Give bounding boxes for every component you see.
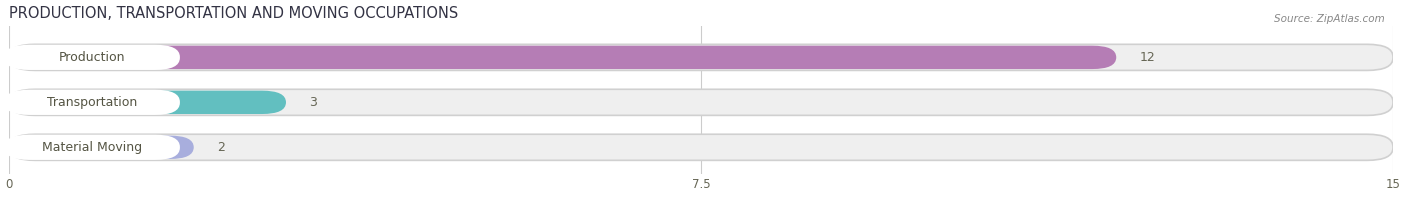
Text: 2: 2: [217, 141, 225, 154]
Text: PRODUCTION, TRANSPORTATION AND MOVING OCCUPATIONS: PRODUCTION, TRANSPORTATION AND MOVING OC…: [10, 6, 458, 20]
Text: Transportation: Transportation: [48, 96, 138, 109]
Text: Material Moving: Material Moving: [42, 141, 142, 154]
FancyBboxPatch shape: [4, 90, 180, 115]
FancyBboxPatch shape: [10, 89, 1393, 115]
FancyBboxPatch shape: [10, 134, 1393, 160]
FancyBboxPatch shape: [10, 44, 1393, 70]
FancyBboxPatch shape: [4, 135, 180, 160]
FancyBboxPatch shape: [4, 45, 180, 70]
FancyBboxPatch shape: [10, 46, 1116, 69]
Text: Production: Production: [59, 51, 125, 64]
Text: Source: ZipAtlas.com: Source: ZipAtlas.com: [1274, 14, 1385, 24]
Text: 12: 12: [1139, 51, 1156, 64]
FancyBboxPatch shape: [10, 91, 285, 114]
Text: 3: 3: [309, 96, 316, 109]
FancyBboxPatch shape: [10, 136, 194, 159]
